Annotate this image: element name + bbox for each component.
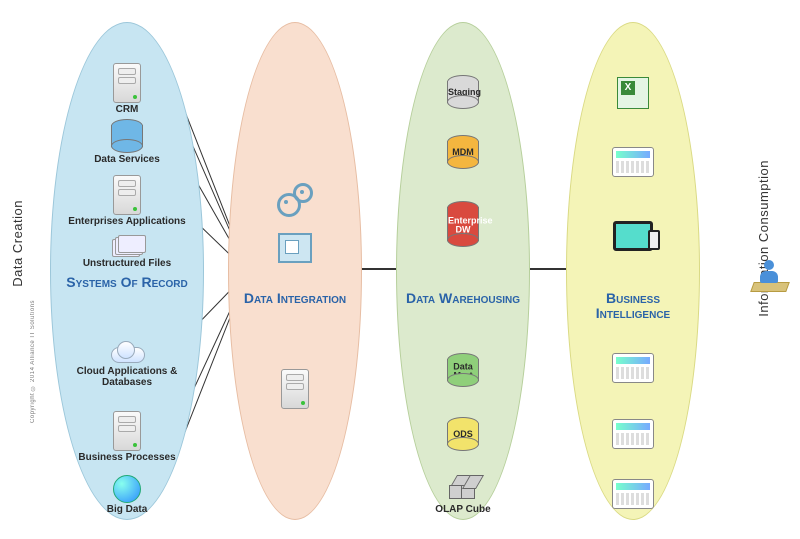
server2-icon	[235, 369, 355, 409]
item-label: Business Processes	[67, 453, 187, 464]
globe-icon	[67, 475, 187, 503]
xls-icon	[573, 77, 693, 109]
ellipse-systems-of-record: Systems Of Record CRM Data Services Enterpr…	[50, 22, 204, 520]
business-intelligence-item-3	[573, 353, 693, 383]
data-warehousing-item-2: EnterpriseDW	[403, 201, 523, 247]
data-integration-item-2	[235, 369, 355, 409]
data-warehousing-item-0: Staging	[403, 75, 523, 109]
gears-icon	[235, 183, 355, 219]
item-label: CRM	[67, 105, 187, 116]
db-icon: DataMart	[403, 353, 523, 387]
systems-of-record-item-4: Cloud Applications & Databases	[67, 339, 187, 388]
diagram-stage: Data Creation Information Consumption Co…	[0, 0, 800, 539]
dash-icon	[573, 147, 693, 177]
systems-of-record-item-0: CRM	[67, 63, 187, 116]
cube-icon	[403, 475, 523, 503]
systems-of-record-item-3: Unstructured Files	[67, 235, 187, 270]
dash-icon	[573, 419, 693, 449]
ellipse-title: Data Warehousing	[397, 291, 529, 306]
ellipse-business-intelligence: Business Intelligence	[566, 22, 700, 520]
business-intelligence-item-2	[573, 221, 693, 251]
server-icon	[67, 175, 187, 215]
window-icon	[235, 233, 355, 263]
item-label: Unstructured Files	[67, 259, 187, 270]
ellipse-title: Systems Of Record	[51, 275, 203, 290]
db-icon	[67, 119, 187, 153]
ellipse-title: Business Intelligence	[567, 291, 699, 322]
business-intelligence-item-0	[573, 77, 693, 109]
item-label: Cloud Applications & Databases	[67, 367, 187, 388]
dash-icon	[573, 479, 693, 509]
business-intelligence-item-1	[573, 147, 693, 177]
item-label: Data Services	[67, 155, 187, 166]
db-icon: MDM	[403, 135, 523, 169]
systems-of-record-item-6: Big Data	[67, 475, 187, 516]
ellipse-data-integration: Data Integration	[228, 22, 362, 520]
data-warehousing-item-3: DataMart	[403, 353, 523, 387]
item-label: Big Data	[67, 505, 187, 516]
systems-of-record-item-2: Enterprises Applications	[67, 175, 187, 228]
business-intelligence-item-4	[573, 419, 693, 449]
item-label: OLAP Cube	[403, 505, 523, 516]
db-icon: EnterpriseDW	[403, 201, 523, 247]
data-integration-item-0	[235, 183, 355, 219]
ellipse-title: Data Integration	[229, 291, 361, 306]
files-icon	[67, 235, 187, 257]
data-warehousing-item-4: ODS	[403, 417, 523, 451]
copyright-text: Copyright © 2014 Alliance IT Solutions	[30, 300, 36, 423]
systems-of-record-item-5: Business Processes	[67, 411, 187, 464]
dash2-icon	[573, 353, 693, 383]
tablet-icon	[573, 221, 693, 251]
systems-of-record-item-1: Data Services	[67, 119, 187, 166]
item-label: Enterprises Applications	[67, 217, 187, 228]
data-integration-item-1	[235, 233, 355, 263]
consumer-user-icon	[754, 258, 784, 288]
db-icon: ODS	[403, 417, 523, 451]
label-data-creation: Data Creation	[10, 200, 25, 287]
data-warehousing-item-1: MDM	[403, 135, 523, 169]
server-icon	[67, 411, 187, 451]
business-intelligence-item-5	[573, 479, 693, 509]
cloud-icon	[67, 339, 187, 365]
server-icon	[67, 63, 187, 103]
label-information-consumption: Information Consumption	[756, 160, 771, 317]
data-warehousing-item-5: OLAP Cube	[403, 475, 523, 516]
ellipse-data-warehousing: Data Warehousing Staging MDM EnterpriseDW Da…	[396, 22, 530, 520]
db-icon: Staging	[403, 75, 523, 109]
